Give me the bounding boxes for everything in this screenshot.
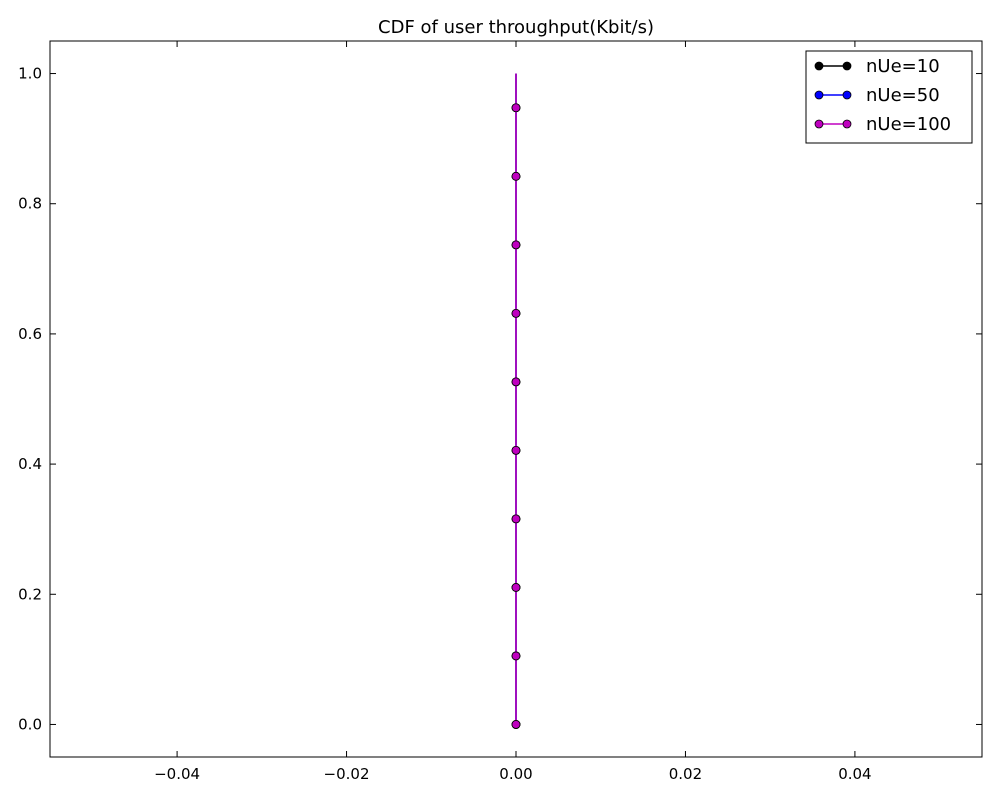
data-point	[511, 583, 521, 592]
legend-marker	[814, 90, 824, 100]
x-tick-label: −0.02	[324, 765, 370, 783]
legend-marker	[814, 61, 824, 71]
data-point	[511, 377, 521, 387]
chart-title: CDF of user throughput(Kbit/s)	[378, 17, 654, 38]
x-tick-label: 0.02	[669, 765, 702, 783]
data-point	[511, 103, 521, 113]
y-tick-label: 1.0	[18, 65, 42, 83]
legend-marker	[842, 119, 852, 129]
y-tick-label: 0.6	[18, 325, 42, 343]
y-tick-label: 0.2	[18, 585, 42, 603]
legend-label: nUe=100	[866, 114, 951, 135]
data-point	[511, 308, 521, 318]
data-point	[511, 651, 521, 661]
legend-marker	[842, 90, 852, 100]
legend-label: nUe=10	[866, 56, 940, 77]
plot-area	[511, 73, 521, 729]
y-tick-label: 0.8	[18, 195, 42, 213]
data-point	[511, 514, 521, 524]
plot-frame	[49, 40, 983, 758]
legend-marker	[814, 119, 824, 129]
data-point	[511, 720, 521, 729]
legend: nUe=10 nUe=50 nUe=100	[805, 50, 973, 144]
legend-marker	[842, 61, 852, 71]
x-tick-label: −0.04	[154, 765, 200, 783]
axis-ticks: −0.04 −0.02 0.00 0.02 0.04 0.0 0.2 0.4 0.6 0.8 1.0	[18, 41, 982, 783]
x-tick-label: 0.04	[838, 765, 871, 783]
data-point	[511, 171, 521, 181]
y-tick-label: 0.0	[18, 715, 42, 733]
legend-label: nUe=50	[866, 85, 940, 106]
data-point	[511, 445, 521, 455]
data-point	[511, 240, 521, 250]
x-tick-label: 0.00	[499, 765, 532, 783]
y-tick-label: 0.4	[18, 455, 42, 473]
